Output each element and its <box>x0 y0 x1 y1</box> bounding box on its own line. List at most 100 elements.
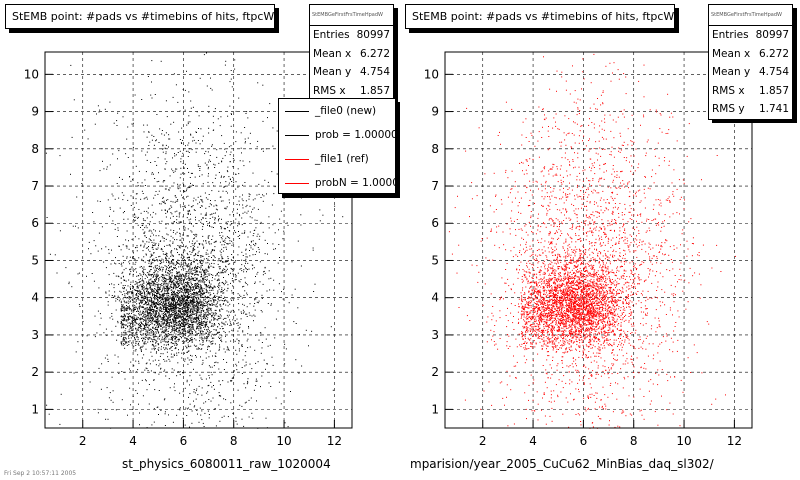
scatter-point <box>208 242 210 244</box>
scatter-point <box>198 322 200 324</box>
scatter-point <box>165 227 167 229</box>
scatter-point <box>204 412 206 414</box>
scatter-point <box>135 318 137 320</box>
scatter-point <box>166 293 168 295</box>
scatter-point <box>148 320 150 322</box>
scatter-point <box>168 316 170 318</box>
scatter-point <box>138 170 140 172</box>
scatter-point <box>139 185 141 187</box>
scatter-point <box>160 276 162 278</box>
scatter-point <box>121 371 123 372</box>
scatter-point <box>149 239 151 241</box>
scatter-point <box>236 338 238 340</box>
scatter-point <box>216 209 218 211</box>
scatter-point <box>177 287 179 288</box>
scatter-point <box>194 269 196 271</box>
scatter-point <box>146 301 148 303</box>
scatter-point <box>221 261 223 263</box>
scatter-point <box>199 175 201 177</box>
scatter-point <box>287 426 289 428</box>
scatter-point <box>191 284 193 285</box>
scatter-point <box>223 359 224 360</box>
scatter-point <box>174 323 176 325</box>
scatter-point <box>152 341 154 343</box>
scatter-point <box>220 271 222 273</box>
scatter-point <box>153 345 155 347</box>
scatter-point <box>188 291 190 293</box>
scatter-point <box>165 274 167 276</box>
scatter-point <box>130 281 132 283</box>
scatter-point <box>170 289 172 291</box>
scatter-point <box>171 294 173 296</box>
scatter-point <box>173 355 175 356</box>
scatter-point <box>195 287 197 289</box>
scatter-point <box>173 330 175 332</box>
scatter-point <box>138 285 140 287</box>
scatter-point <box>166 371 168 373</box>
scatter-point <box>180 277 182 279</box>
scatter-point <box>202 278 203 280</box>
scatter-point <box>141 318 143 320</box>
scatter-point <box>182 326 184 328</box>
scatter-point <box>157 336 159 338</box>
scatter-point <box>176 275 177 277</box>
scatter-point <box>205 325 207 327</box>
scatter-point <box>240 311 242 313</box>
scatter-point <box>217 318 219 320</box>
scatter-point <box>174 320 176 322</box>
scatter-point <box>217 263 219 265</box>
scatter-point <box>147 326 148 328</box>
scatter-point <box>200 195 202 197</box>
scatter-point <box>268 227 270 229</box>
scatter-point <box>262 120 264 122</box>
scatter-point <box>165 325 167 327</box>
scatter-point <box>134 94 136 96</box>
scatter-point <box>192 325 194 327</box>
scatter-point <box>150 297 152 299</box>
scatter-point <box>130 404 131 406</box>
scatter-point <box>142 328 144 329</box>
scatter-point <box>124 330 126 332</box>
scatter-point <box>200 356 201 358</box>
scatter-point <box>122 315 124 317</box>
scatter-point <box>185 309 187 311</box>
scatter-point <box>144 235 146 237</box>
scatter-point <box>201 287 203 289</box>
scatter-point <box>163 295 165 297</box>
scatter-point <box>215 204 217 206</box>
scatter-point <box>157 300 159 302</box>
scatter-point <box>181 316 183 318</box>
scatter-point <box>185 337 187 339</box>
scatter-point <box>169 314 171 316</box>
scatter-point <box>155 345 157 347</box>
scatter-point <box>201 318 203 320</box>
scatter-point <box>181 337 182 339</box>
scatter-point <box>104 108 106 110</box>
scatter-point <box>193 258 195 260</box>
scatter-point <box>152 246 154 248</box>
scatter-point <box>123 290 125 292</box>
scatter-point <box>165 319 167 321</box>
scatter-point <box>202 305 204 307</box>
scatter-point <box>209 294 211 296</box>
scatter-point <box>147 282 149 284</box>
scatter-point <box>129 387 131 389</box>
scatter-point <box>123 218 125 220</box>
scatter-point <box>213 286 215 288</box>
scatter-point <box>242 200 244 202</box>
scatter-point <box>123 288 125 289</box>
scatter-point <box>130 327 132 329</box>
scatter-point <box>133 206 135 208</box>
scatter-point <box>193 238 195 240</box>
scatter-point <box>177 259 179 261</box>
scatter-point <box>177 152 179 153</box>
scatter-point <box>230 380 232 382</box>
scatter-point <box>139 327 141 328</box>
scatter-point <box>258 238 260 240</box>
scatter-point <box>203 240 204 242</box>
scatter-point <box>159 203 161 205</box>
scatter-point <box>142 333 144 335</box>
scatter-point <box>195 267 197 269</box>
scatter-point <box>174 267 176 269</box>
scatter-point <box>178 317 180 319</box>
